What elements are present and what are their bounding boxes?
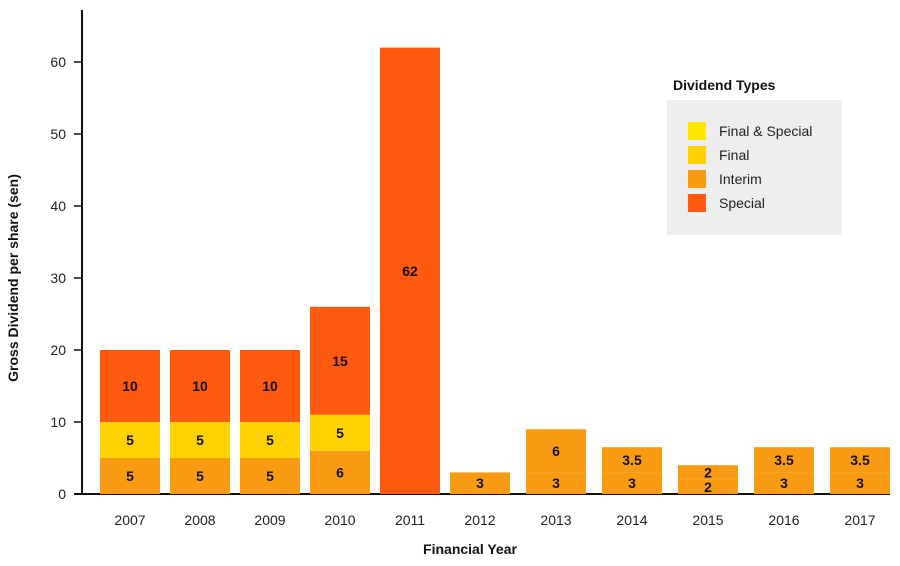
- bar-segment: [830, 447, 890, 473]
- bar-value-label: 5: [196, 468, 204, 484]
- bar-segment: [526, 472, 586, 494]
- bar-value-label: 2: [704, 464, 712, 480]
- y-tick-label: 20: [50, 342, 66, 358]
- bars: [100, 47, 890, 494]
- bar-segment: [170, 350, 230, 422]
- y-axis-title: Gross Dividend per share (sen): [5, 174, 21, 382]
- bar-segment: [310, 306, 370, 415]
- bar-value-label: 5: [126, 432, 134, 448]
- bar-segment: [754, 447, 814, 473]
- bar-segment: [240, 422, 300, 458]
- x-tick-label: 2007: [114, 512, 145, 528]
- bar-value-label: 6: [336, 464, 344, 480]
- legend-label: Interim: [719, 171, 762, 187]
- y-tick-label: 60: [50, 54, 66, 70]
- bar-value-label: 3: [552, 475, 560, 491]
- y-tick-label: 40: [50, 198, 66, 214]
- legend-swatch: [688, 194, 706, 212]
- bar-value-label: 3: [780, 475, 788, 491]
- x-tick-label: 2012: [464, 512, 495, 528]
- bar-segment: [678, 465, 738, 480]
- x-tick-label: 2017: [844, 512, 875, 528]
- bar-segment: [240, 458, 300, 494]
- bar-segment: [380, 47, 440, 494]
- bar-value-label: 3.5: [850, 452, 870, 468]
- legend-title: Dividend Types: [673, 77, 776, 93]
- x-tick-label: 2010: [324, 512, 355, 528]
- y-tick-label: 10: [50, 414, 66, 430]
- legend-swatch: [688, 122, 706, 140]
- bar-value-label: 3.5: [774, 452, 794, 468]
- legend-label: Final: [719, 147, 749, 163]
- bar-segment: [830, 472, 890, 494]
- x-tick-label: 2014: [616, 512, 647, 528]
- x-axis-title: Financial Year: [423, 541, 517, 557]
- y-tick-label: 30: [50, 270, 66, 286]
- bar-segment: [754, 472, 814, 494]
- bar-segment: [170, 458, 230, 494]
- bar-value-label: 3: [476, 475, 484, 491]
- bar-value-label: 10: [262, 378, 278, 394]
- bar-value-label: 5: [196, 432, 204, 448]
- bar-segment: [450, 472, 510, 494]
- bar-value-label: 5: [266, 432, 274, 448]
- bar-value-label: 3.5: [622, 452, 642, 468]
- x-tick-label: 2011: [395, 512, 425, 528]
- bar-value-label: 62: [402, 263, 418, 279]
- x-tick-label: 2008: [184, 512, 215, 528]
- legend-label: Final & Special: [719, 123, 812, 139]
- bar-value-label: 10: [122, 378, 138, 394]
- y-tick-label: 50: [50, 126, 66, 142]
- legend-swatch: [688, 170, 706, 188]
- bar-value-label: 3: [628, 475, 636, 491]
- bar-value-label: 15: [332, 353, 348, 369]
- bar-segment: [526, 429, 586, 473]
- bar-value-label: 5: [336, 425, 344, 441]
- x-tick-label: 2015: [692, 512, 723, 528]
- bar-value-label: 5: [266, 468, 274, 484]
- legend-swatch: [688, 146, 706, 164]
- legend: Dividend Types Final & Special Final Inter…: [667, 77, 842, 235]
- bar-segment: [170, 422, 230, 458]
- bar-value-label: 10: [192, 378, 208, 394]
- x-tick-label: 2013: [540, 512, 571, 528]
- bar-segment: [100, 458, 160, 494]
- x-axis-ticks: 2007 2008 2009 2010 2011 2012 2013 2014 2015 2016…: [114, 512, 875, 528]
- bar-segment: [310, 414, 370, 451]
- bar-segment: [100, 350, 160, 422]
- y-tick-label: 0: [58, 486, 66, 502]
- x-tick-label: 2016: [768, 512, 799, 528]
- bar-segment: [100, 422, 160, 458]
- bar-value-label: 3: [856, 475, 864, 491]
- bar-segment: [310, 450, 370, 494]
- legend-label: Special: [719, 195, 765, 211]
- bar-segment: [678, 479, 738, 494]
- legend-background: [667, 100, 842, 235]
- segment-labels: 5 5 10 5 5 10 5 5 10 6 5 15 62 3 3 6 3 3.5 22 3 3.5 3 3.5: [122, 263, 870, 495]
- legend-items: Final & Special Final Interim Special: [688, 122, 812, 212]
- bar-segment: [240, 350, 300, 422]
- bar-value-label: 6: [552, 443, 560, 459]
- bar-value-label: 5: [126, 468, 134, 484]
- bar-segment: [602, 472, 662, 494]
- x-tick-label: 2009: [254, 512, 285, 528]
- bar-segment: [602, 447, 662, 473]
- bar-value-label: 2: [704, 479, 712, 495]
